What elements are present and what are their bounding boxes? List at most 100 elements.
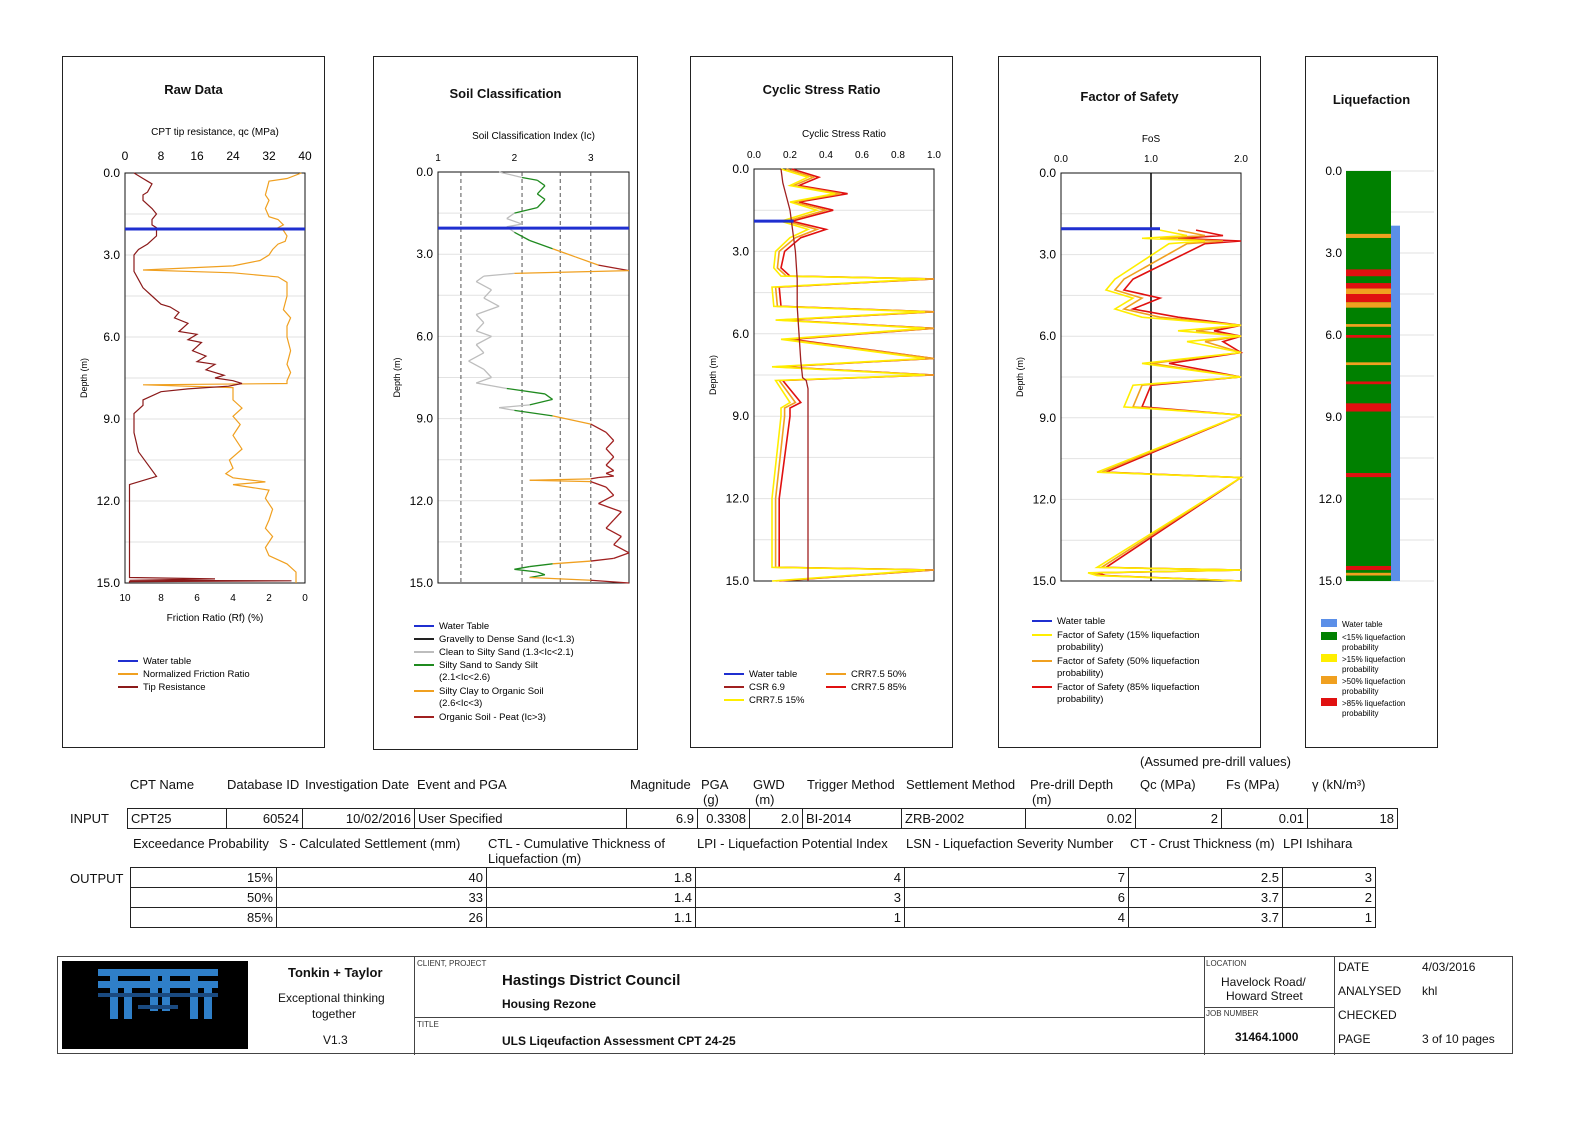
y-axis-label: Depth (m) xyxy=(708,355,718,395)
top-tick-label: 1.0 xyxy=(1144,154,1158,165)
soil-index-segment xyxy=(575,256,599,266)
soil-index-segment xyxy=(468,360,485,370)
hdr-investigation-date: Investigation Date xyxy=(305,777,410,792)
soil-index-segment xyxy=(514,409,553,417)
y-tick-label: 12.0 xyxy=(1033,492,1057,506)
hdr-cpt-name: CPT Name xyxy=(130,777,195,792)
legend-fos-85-cont: probability) xyxy=(1057,694,1103,705)
hdr-fs: Fs (MPa) xyxy=(1226,777,1280,792)
legend-fos-15-label: Factor of Safety (15% liquefaction xyxy=(1057,630,1200,641)
top-tick-label: 1.0 xyxy=(927,150,941,161)
soil-index-segment xyxy=(506,217,523,225)
top-tick-label: 40 xyxy=(298,149,312,163)
company-tagline-2: together xyxy=(312,1007,357,1021)
checked-label: CHECKED xyxy=(1338,1008,1397,1022)
y-tick-label: 0.0 xyxy=(416,165,433,179)
legend-fos-50-label: Factor of Safety (50% liquefaction xyxy=(1057,656,1200,667)
output-cell: 26 xyxy=(276,907,487,928)
table-row: 85% 26 1.1 1 4 3.7 1 xyxy=(130,907,1376,928)
output-cell: 15% xyxy=(130,867,277,888)
liquefaction-band xyxy=(1346,381,1391,385)
liquefaction-band xyxy=(1346,565,1391,571)
soil-index-segment xyxy=(590,476,599,480)
y-tick-label: 3.0 xyxy=(732,244,749,258)
y-axis-label: Depth (m) xyxy=(392,357,402,397)
soil-index-segment xyxy=(605,527,622,537)
client-name: Hastings District Council xyxy=(502,972,681,989)
input-gamma: 18 xyxy=(1307,808,1398,829)
title-label: TITLE xyxy=(417,1020,439,1029)
soil-index-segment xyxy=(475,344,485,354)
page-label: PAGE xyxy=(1338,1032,1371,1046)
soil-index-segment xyxy=(605,486,615,496)
soil-index-segment xyxy=(475,335,492,346)
bottom-axis-label: Friction Ratio (Rf) (%) xyxy=(167,613,264,624)
top-tick-label: 8 xyxy=(158,149,165,163)
soil-index-segment xyxy=(483,297,500,307)
soil-index-segment xyxy=(536,193,546,200)
job-number: 31464.1000 xyxy=(1235,1030,1299,1044)
soil-index-segment xyxy=(613,511,622,521)
input-qc: 2 xyxy=(1135,808,1222,829)
top-tick-label: 0.2 xyxy=(783,150,797,161)
project-name: Housing Rezone xyxy=(502,997,597,1011)
legend-label: Water table xyxy=(1342,620,1383,629)
liquefaction-band xyxy=(1346,302,1391,308)
legend-organic-peat-label: Organic Soil - Peat (Ic>3) xyxy=(439,712,546,723)
legend-clean-sand-label: Clean to Silty Sand (1.3<Ic<2.1) xyxy=(439,647,574,658)
legend-crr-15-label: CRR7.5 15% xyxy=(749,695,805,706)
table-row: CPT25 60524 10/02/2016 User Specified 6.… xyxy=(127,808,1398,829)
soil-index-segment xyxy=(514,565,530,570)
hdr-settlement: S - Calculated Settlement (mm) xyxy=(279,836,461,851)
y-tick-label: 9.0 xyxy=(416,412,433,426)
soil-index-segment xyxy=(552,248,576,258)
hdr-pga: PGA xyxy=(701,777,729,792)
analysed-value: khl xyxy=(1422,984,1438,998)
soil-index-segment xyxy=(529,239,553,250)
output-cell: 1.8 xyxy=(486,867,696,888)
input-predrill: 0.02 xyxy=(1025,808,1136,829)
legend-friction-ratio-label: Normalized Friction Ratio xyxy=(143,669,250,680)
output-cell: 3 xyxy=(695,887,905,908)
soil-index-segment xyxy=(499,404,530,409)
liquefaction-band xyxy=(1346,403,1391,412)
output-cell: 2.5 xyxy=(1128,867,1283,888)
top-tick-label: 0.6 xyxy=(855,150,869,161)
soil-index-segment xyxy=(499,407,515,412)
hdr-lpi-ishihara: LPI Ishihara xyxy=(1283,836,1353,851)
soil-index-segment xyxy=(605,440,615,450)
divider xyxy=(414,1017,1204,1018)
output-cell: 3.7 xyxy=(1128,907,1283,928)
y-tick-label: 12.0 xyxy=(410,494,434,508)
y-tick-label: 6.0 xyxy=(1039,329,1056,343)
output-cell: 85% xyxy=(130,907,277,928)
legend-swatch xyxy=(1321,632,1337,640)
client-label: CLIENT, PROJECT xyxy=(417,959,487,968)
legend-silty-sand-label: Silty Sand to Sandy Silt xyxy=(439,660,538,671)
y-tick-label: 0.0 xyxy=(1039,166,1056,180)
soil-classification-panel: Soil Classification 0.0 3.0 6.0 9.0 12.0 15.0… xyxy=(373,56,638,750)
legend-label: probability xyxy=(1342,665,1378,674)
divider xyxy=(1204,957,1205,1055)
top-tick-label: 1 xyxy=(435,153,441,164)
bottom-tick-label: 6 xyxy=(194,593,200,604)
y-tick-label: 6.0 xyxy=(416,329,433,343)
top-tick-label: 0.4 xyxy=(819,150,833,161)
input-cpt-name: CPT25 xyxy=(127,808,227,829)
company-logo xyxy=(62,961,248,1049)
soil-index-segment xyxy=(529,479,591,483)
liquefaction-band xyxy=(1346,362,1391,366)
hdr-gamma: γ (kN/m³) xyxy=(1312,777,1366,792)
output-cell: 1.4 xyxy=(486,887,696,908)
top-tick-label: 0.0 xyxy=(747,150,761,161)
soil-index-segment xyxy=(590,579,630,584)
liquefaction-band xyxy=(1346,233,1391,238)
output-cell: 1.1 xyxy=(486,907,696,928)
liquefaction-panel: Liquefaction 0.0 3.0 6.0 9.0 12.0 15.0 Water t… xyxy=(1305,56,1438,748)
soil-index-segment xyxy=(605,448,615,458)
input-fs: 0.01 xyxy=(1221,808,1308,829)
soil-index-segment xyxy=(598,494,615,505)
soil-index-segment xyxy=(483,289,492,299)
y-tick-label: 9.0 xyxy=(732,409,749,423)
soil-index-segment xyxy=(605,519,615,529)
